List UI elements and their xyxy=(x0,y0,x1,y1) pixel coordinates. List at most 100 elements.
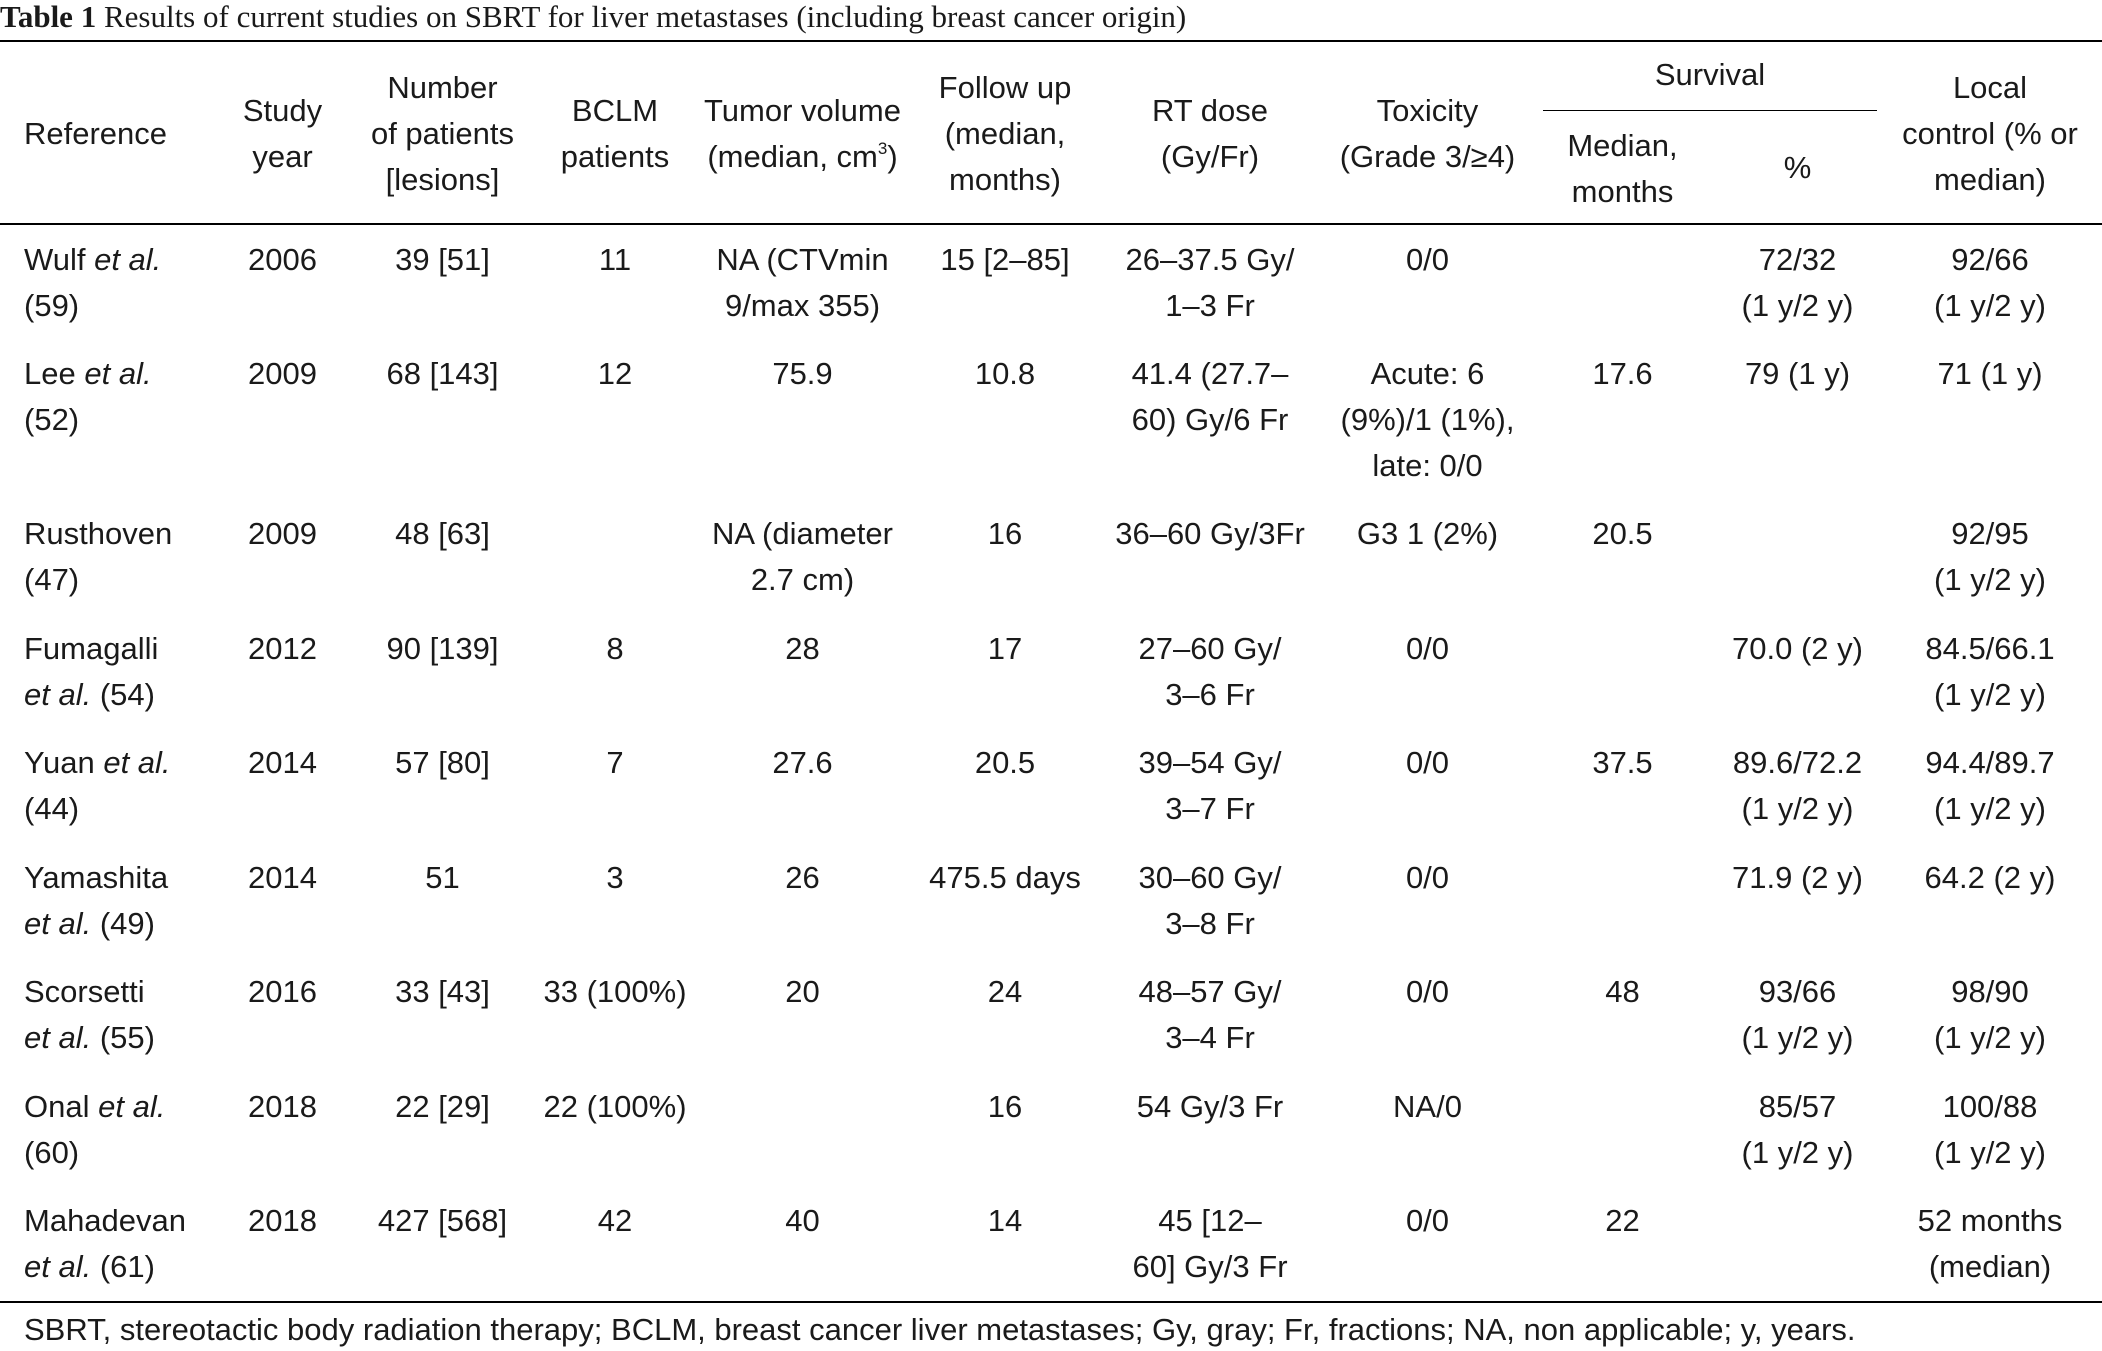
header-local-control: Local control (% or median) xyxy=(1885,65,2095,203)
cell-toxicity-line: 0/0 xyxy=(1405,631,1450,666)
cell-study-year: 2009 xyxy=(248,516,317,551)
header-survival-median-line: months xyxy=(1571,174,1674,209)
reference-author: Scorsetti xyxy=(24,974,145,1009)
cell-rt-dose: 41.4 (27.7– 60) Gy/6 Fr xyxy=(1100,351,1320,443)
table-caption: Table 1 Results of current studies on SB… xyxy=(0,0,1186,36)
cell-tumor-volume-line: 20 xyxy=(785,974,820,1009)
cell-toxicity-line: (9%)/1 (1%), xyxy=(1340,402,1515,437)
cell-local-control-line: (1 y/2 y) xyxy=(1934,288,2046,323)
header-study-year: Study year xyxy=(215,88,350,180)
cell-tumor-volume-line: 28 xyxy=(785,631,820,666)
header-follow-up-line: (median, xyxy=(944,116,1066,151)
cell-bclm-patients: 33 (100%) xyxy=(543,974,687,1009)
reference-author: Lee xyxy=(24,356,76,391)
cell-follow-up: 16 xyxy=(910,1084,1100,1130)
cell-rt-dose: 48–57 Gy/3–4 Fr xyxy=(1100,969,1320,1061)
cell-tumor-volume: 28 xyxy=(695,626,910,672)
header-study-year-line: year xyxy=(252,139,313,174)
cell-tumor-volume-line: NA (diameter xyxy=(712,516,893,551)
reference-citation: (52) xyxy=(24,402,80,437)
cell-local-control: 94.4/89.7 (1 y/2 y) xyxy=(1885,740,2095,832)
cell-reference-line: (59) xyxy=(24,283,214,329)
cell-follow-up-line: 16 xyxy=(987,516,1023,551)
cell-reference-line: et al. (54) xyxy=(24,672,214,718)
cell-follow-up: 14 xyxy=(910,1198,1100,1244)
cell-reference: Yuan et al. (44) xyxy=(24,740,214,832)
reference-et-al: et al. xyxy=(24,1249,92,1284)
cell-survival-median: 17.6 xyxy=(1592,356,1653,391)
cell-follow-up-line: 14 xyxy=(987,1203,1023,1238)
cell-follow-up: 475.5 days xyxy=(910,855,1100,901)
header-rt-dose-line: RT dose xyxy=(1151,93,1269,128)
cell-study-year: 2014 xyxy=(248,860,317,895)
cell-reference-line: Yamashita xyxy=(24,855,214,901)
cell-reference-line: Mahadevan xyxy=(24,1198,214,1244)
cell-rt-dose-line: 41.4 (27.7– xyxy=(1131,356,1289,391)
cell-reference-line: Yuan et al. xyxy=(24,740,214,786)
header-bclm: BCLM patients xyxy=(535,88,695,180)
cell-reference-line: (52) xyxy=(24,397,214,443)
cell-reference-line: et al. (49) xyxy=(24,901,214,947)
cell-rt-dose-line: 3–6 Fr xyxy=(1165,677,1255,712)
cell-local-control: 92/66 (1 y/2 y) xyxy=(1885,237,2095,329)
cell-toxicity-line: 0/0 xyxy=(1405,1203,1450,1238)
header-survival-percent: % xyxy=(1710,145,1885,191)
cell-patients: 22 [29] xyxy=(395,1089,490,1124)
reference-citation: (54) xyxy=(99,677,155,712)
cell-tumor-volume-line: 2.7 cm) xyxy=(750,562,855,597)
cell-toxicity-line: 0/0 xyxy=(1405,242,1450,277)
reference-author: Onal xyxy=(24,1089,90,1124)
cell-local-control-line: 92/95 xyxy=(1951,516,2029,551)
cell-local-control-line: 92/66 xyxy=(1951,242,2029,277)
header-patients-line: [lesions] xyxy=(385,162,500,197)
table-title: Results of current studies on SBRT for l… xyxy=(103,0,1187,34)
reference-et-al: et al. xyxy=(84,356,152,391)
cell-survival-percent: 93/66 (1 y/2 y) xyxy=(1710,969,1885,1061)
cell-follow-up: 17 xyxy=(910,626,1100,672)
cell-reference: Scorsetti et al. (55) xyxy=(24,969,214,1061)
cell-toxicity-line: 0/0 xyxy=(1405,860,1450,895)
cell-tumor-volume: NA (CTVmin 9/max 355) xyxy=(695,237,910,329)
cell-tumor-volume-line: 9/max 355) xyxy=(724,288,881,323)
cell-rt-dose: 30–60 Gy/3–8 Fr xyxy=(1100,855,1320,947)
header-study-year-line: Study xyxy=(242,93,323,128)
cell-reference-line: (60) xyxy=(24,1130,214,1176)
cell-rt-dose: 45 [12– 60] Gy/3 Fr xyxy=(1100,1198,1320,1290)
header-survival: Survival xyxy=(1654,57,1766,92)
cell-bclm-patients: 8 xyxy=(606,631,624,666)
cell-survival-percent: 72/32 (1 y/2 y) xyxy=(1710,237,1885,329)
cell-survival-median: 37.5 xyxy=(1592,745,1653,780)
reference-citation: (49) xyxy=(99,906,155,941)
cell-rt-dose-line: 54 Gy/3 Fr xyxy=(1136,1089,1284,1124)
cell-local-control-line: 100/88 xyxy=(1942,1089,2038,1124)
header-tumor-volume: Tumor volume (median, cm3) xyxy=(695,88,910,180)
cell-reference-line: Lee et al. xyxy=(24,351,214,397)
cell-rt-dose-line: 45 [12– xyxy=(1158,1203,1262,1238)
cell-reference: Lee et al. (52) xyxy=(24,351,214,443)
reference-et-al: et al. xyxy=(24,677,92,712)
cell-reference: Yamashita et al. (49) xyxy=(24,855,214,947)
cell-rt-dose-line: 60) Gy/6 Fr xyxy=(1131,402,1289,437)
cell-toxicity: 0/0 xyxy=(1320,740,1535,786)
header-local-control-line: Local xyxy=(1952,70,2028,105)
cell-reference-line: Wulf et al. xyxy=(24,237,214,283)
reference-et-al: et al. xyxy=(94,242,162,277)
cell-patients: 57 [80] xyxy=(395,745,490,780)
cell-study-year: 2014 xyxy=(248,745,317,780)
cell-study-year: 2009 xyxy=(248,356,317,391)
reference-citation: (44) xyxy=(24,791,80,826)
cell-survival-percent-line: 85/57 xyxy=(1758,1089,1837,1124)
header-follow-up: Follow up (median, months) xyxy=(910,65,1100,203)
cell-bclm-patients: 12 xyxy=(597,356,633,391)
cell-reference-line: Onal et al. xyxy=(24,1084,214,1130)
cell-toxicity-line: Acute: 6 xyxy=(1370,356,1485,391)
cell-survival-percent-line: 89.6/72.2 xyxy=(1732,745,1863,780)
cell-tumor-volume-line: NA (CTVmin xyxy=(716,242,889,277)
reference-citation: (60) xyxy=(24,1135,80,1170)
reference-citation: (59) xyxy=(24,288,80,323)
cell-rt-dose-line: 26–37.5 Gy/ xyxy=(1125,242,1295,277)
reference-author: Wulf xyxy=(24,242,86,277)
cell-survival-percent-line: (1 y/2 y) xyxy=(1741,791,1854,826)
reference-author: Mahadevan xyxy=(24,1203,187,1238)
cell-tumor-volume: NA (diameter 2.7 cm) xyxy=(695,511,910,603)
